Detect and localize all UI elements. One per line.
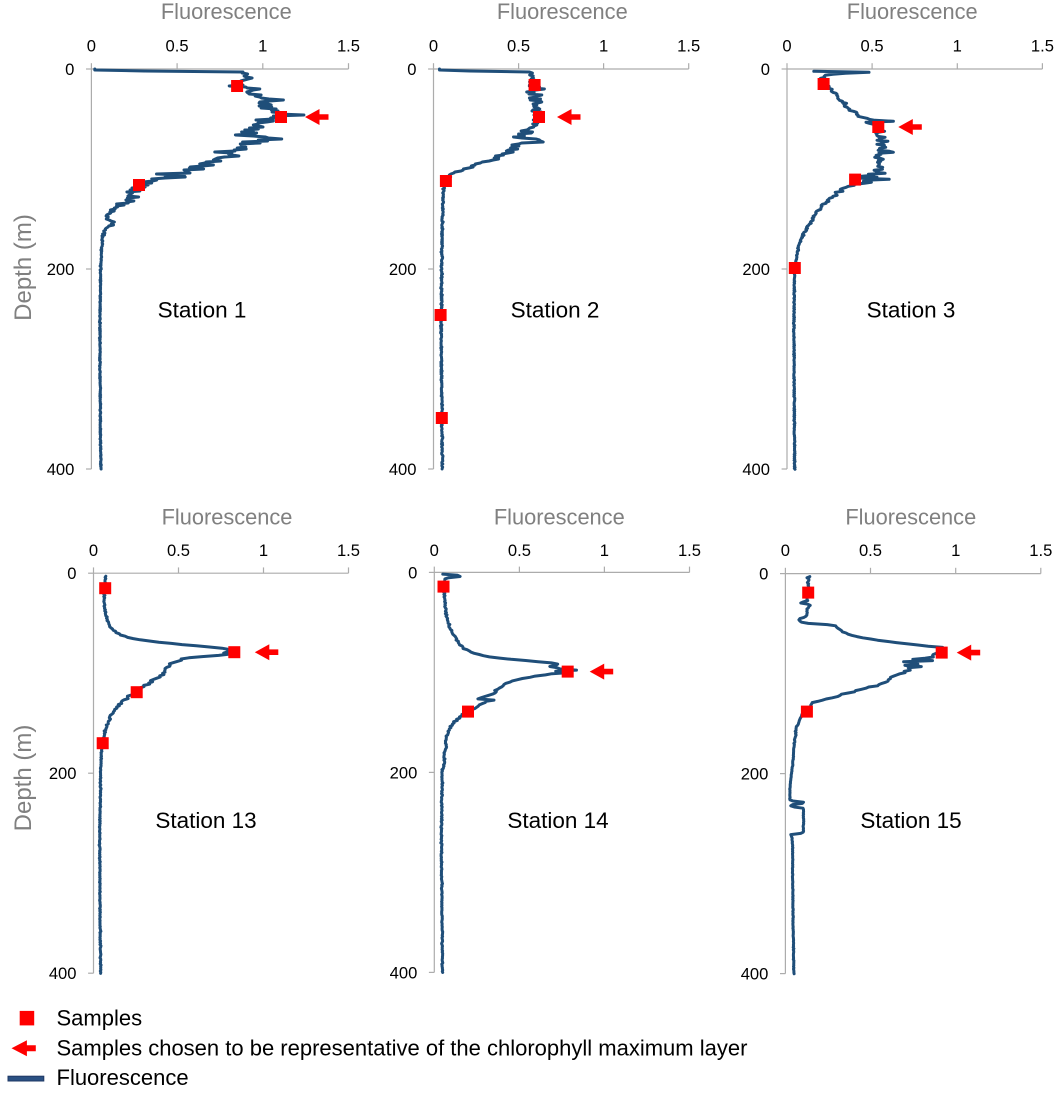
svg-text:0: 0	[87, 37, 96, 56]
svg-text:0: 0	[761, 60, 770, 79]
svg-text:Fluorescence: Fluorescence	[162, 505, 293, 530]
svg-text:0.5: 0.5	[859, 541, 882, 560]
svg-text:1.5: 1.5	[337, 541, 360, 560]
svg-text:0.5: 0.5	[508, 541, 531, 560]
svg-text:Depth (m): Depth (m)	[10, 214, 37, 321]
svg-text:Fluorescence: Fluorescence	[845, 505, 976, 530]
svg-text:200: 200	[742, 260, 770, 279]
svg-text:Station 13: Station 13	[155, 808, 256, 833]
svg-text:400: 400	[49, 964, 77, 983]
svg-text:Fluorescence: Fluorescence	[497, 0, 628, 24]
svg-text:0.5: 0.5	[507, 37, 530, 56]
svg-text:0: 0	[89, 541, 98, 560]
svg-text:200: 200	[741, 765, 769, 784]
svg-text:1: 1	[953, 37, 962, 56]
svg-text:400: 400	[741, 965, 769, 984]
svg-text:0: 0	[429, 37, 438, 56]
svg-text:0: 0	[65, 60, 74, 79]
svg-text:Station 2: Station 2	[511, 298, 600, 323]
svg-text:Samples chosen to be represent: Samples chosen to be representative of t…	[57, 1036, 748, 1061]
svg-text:400: 400	[47, 460, 75, 479]
svg-text:0: 0	[782, 37, 791, 56]
svg-text:1: 1	[259, 541, 268, 560]
svg-text:0.5: 0.5	[166, 37, 189, 56]
svg-text:200: 200	[389, 260, 417, 279]
svg-text:Fluorescence: Fluorescence	[161, 0, 292, 24]
svg-text:200: 200	[47, 260, 75, 279]
svg-text:Samples: Samples	[57, 1006, 143, 1031]
svg-text:0: 0	[781, 541, 790, 560]
svg-text:Fluorescence: Fluorescence	[494, 505, 625, 530]
svg-text:Depth (m): Depth (m)	[10, 725, 37, 832]
svg-text:200: 200	[390, 763, 418, 782]
svg-text:0.5: 0.5	[861, 37, 884, 56]
svg-text:Fluorescence: Fluorescence	[847, 0, 978, 24]
svg-text:1.5: 1.5	[1031, 37, 1054, 56]
svg-text:Station 15: Station 15	[860, 808, 961, 833]
svg-text:400: 400	[389, 460, 417, 479]
svg-text:400: 400	[390, 963, 418, 982]
svg-text:1: 1	[599, 37, 608, 56]
svg-text:400: 400	[742, 460, 770, 479]
svg-text:1.5: 1.5	[1029, 541, 1052, 560]
svg-text:1: 1	[258, 37, 267, 56]
svg-text:200: 200	[49, 764, 77, 783]
svg-text:1: 1	[600, 541, 609, 560]
svg-text:Station 3: Station 3	[867, 298, 956, 323]
svg-text:1.5: 1.5	[678, 541, 701, 560]
svg-text:0: 0	[67, 564, 76, 583]
svg-text:0: 0	[407, 60, 416, 79]
svg-text:1.5: 1.5	[337, 37, 360, 56]
svg-text:Fluorescence: Fluorescence	[57, 1065, 189, 1089]
svg-text:1: 1	[951, 541, 960, 560]
svg-text:0: 0	[759, 565, 768, 584]
svg-text:0: 0	[408, 563, 417, 582]
svg-text:0.5: 0.5	[167, 541, 190, 560]
svg-text:Station 1: Station 1	[158, 298, 247, 323]
svg-text:Station 14: Station 14	[507, 808, 608, 833]
svg-text:0: 0	[430, 541, 439, 560]
svg-text:1.5: 1.5	[677, 37, 700, 56]
